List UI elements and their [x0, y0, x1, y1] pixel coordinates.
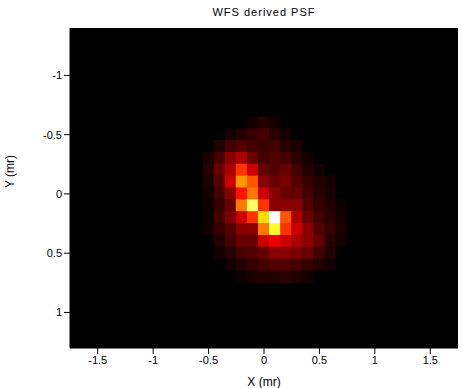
svg-text:-1: -1 — [52, 69, 62, 81]
svg-text:-1: -1 — [148, 354, 158, 366]
svg-text:0: 0 — [261, 354, 267, 366]
svg-text:1.5: 1.5 — [423, 354, 438, 366]
svg-text:1: 1 — [56, 306, 62, 318]
svg-text:Y (mr): Y (mr) — [3, 155, 17, 188]
svg-text:1: 1 — [372, 354, 378, 366]
svg-text:-0.5: -0.5 — [43, 129, 62, 141]
svg-text:0.5: 0.5 — [312, 354, 327, 366]
html-text:WFS derived PSF: WFS derived PSF — [212, 6, 316, 18]
svg-text:-0.5: -0.5 — [199, 354, 218, 366]
svg-text:X (mr): X (mr) — [247, 375, 280, 388]
svg-text:-1.5: -1.5 — [88, 354, 107, 366]
svg-text:0: 0 — [56, 188, 62, 200]
svg-text:0.5: 0.5 — [47, 247, 62, 259]
